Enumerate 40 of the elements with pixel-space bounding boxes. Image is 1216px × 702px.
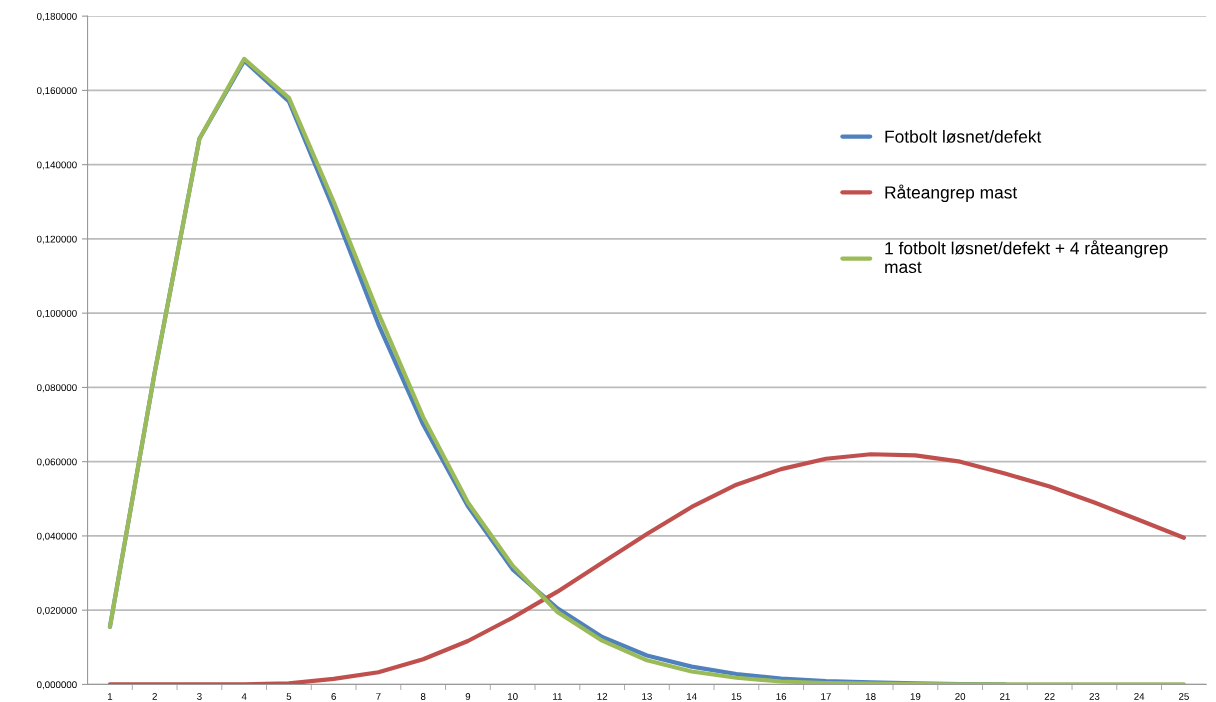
legend-label: Råteangrep mast: [885, 184, 1018, 203]
line-series: [107, 452, 1186, 685]
y-tick-label: 0,060000: [36, 458, 77, 467]
x-tick-label: 1: [107, 693, 113, 700]
y-tick-label: 0,020000: [36, 606, 77, 615]
x-tick-label: 13: [642, 693, 652, 700]
y-tick-label: 0,160000: [36, 87, 77, 96]
x-tick-label: 20: [955, 693, 966, 700]
x-tick-label: 12: [597, 693, 608, 700]
x-tick-label: 4: [241, 693, 247, 700]
x-tick-label: 24: [1134, 693, 1145, 700]
line-series: [107, 56, 1186, 685]
x-tick-label: 17: [821, 693, 831, 700]
x-tick-label: 23: [1089, 693, 1100, 700]
x-tick-label: 3: [197, 693, 202, 700]
x-tick-label: 21: [999, 693, 1010, 700]
y-tick-label: 0,100000: [36, 309, 77, 318]
x-tick-label: 10: [508, 693, 518, 700]
x-tick-label: 11: [553, 693, 562, 700]
x-tick-label: 7: [376, 693, 381, 700]
y-tick-label: 0,080000: [36, 384, 77, 393]
y-tick-label: 0,040000: [36, 532, 77, 541]
x-tick-label: 5: [286, 693, 292, 700]
x-tick-label: 19: [910, 693, 921, 700]
x-tick-label: 2: [152, 693, 157, 700]
x-tick-label: 22: [1044, 693, 1055, 700]
x-tick-label: 8: [420, 693, 426, 700]
x-tick-label: 16: [776, 693, 787, 700]
y-tick-label: 0,180000: [36, 12, 77, 21]
x-tick-label: 14: [687, 693, 697, 700]
x-tick-label: 18: [865, 693, 876, 700]
legend-label: Fotbolt løsnet/defekt: [885, 130, 1042, 143]
legend-label: 1 fotbolt løsnet/defekt + 4 råteangrep mast: [885, 240, 1168, 274]
y-tick-label: 0,140000: [36, 161, 77, 170]
x-tick-label: 9: [465, 693, 471, 700]
x-tick-label: 25: [1178, 693, 1189, 700]
x-tick-label: 15: [731, 693, 742, 700]
x-tick-label: 6: [331, 693, 336, 700]
y-tick-label: 0,120000: [36, 235, 77, 244]
y-tick-label: 0,000000: [36, 681, 77, 690]
